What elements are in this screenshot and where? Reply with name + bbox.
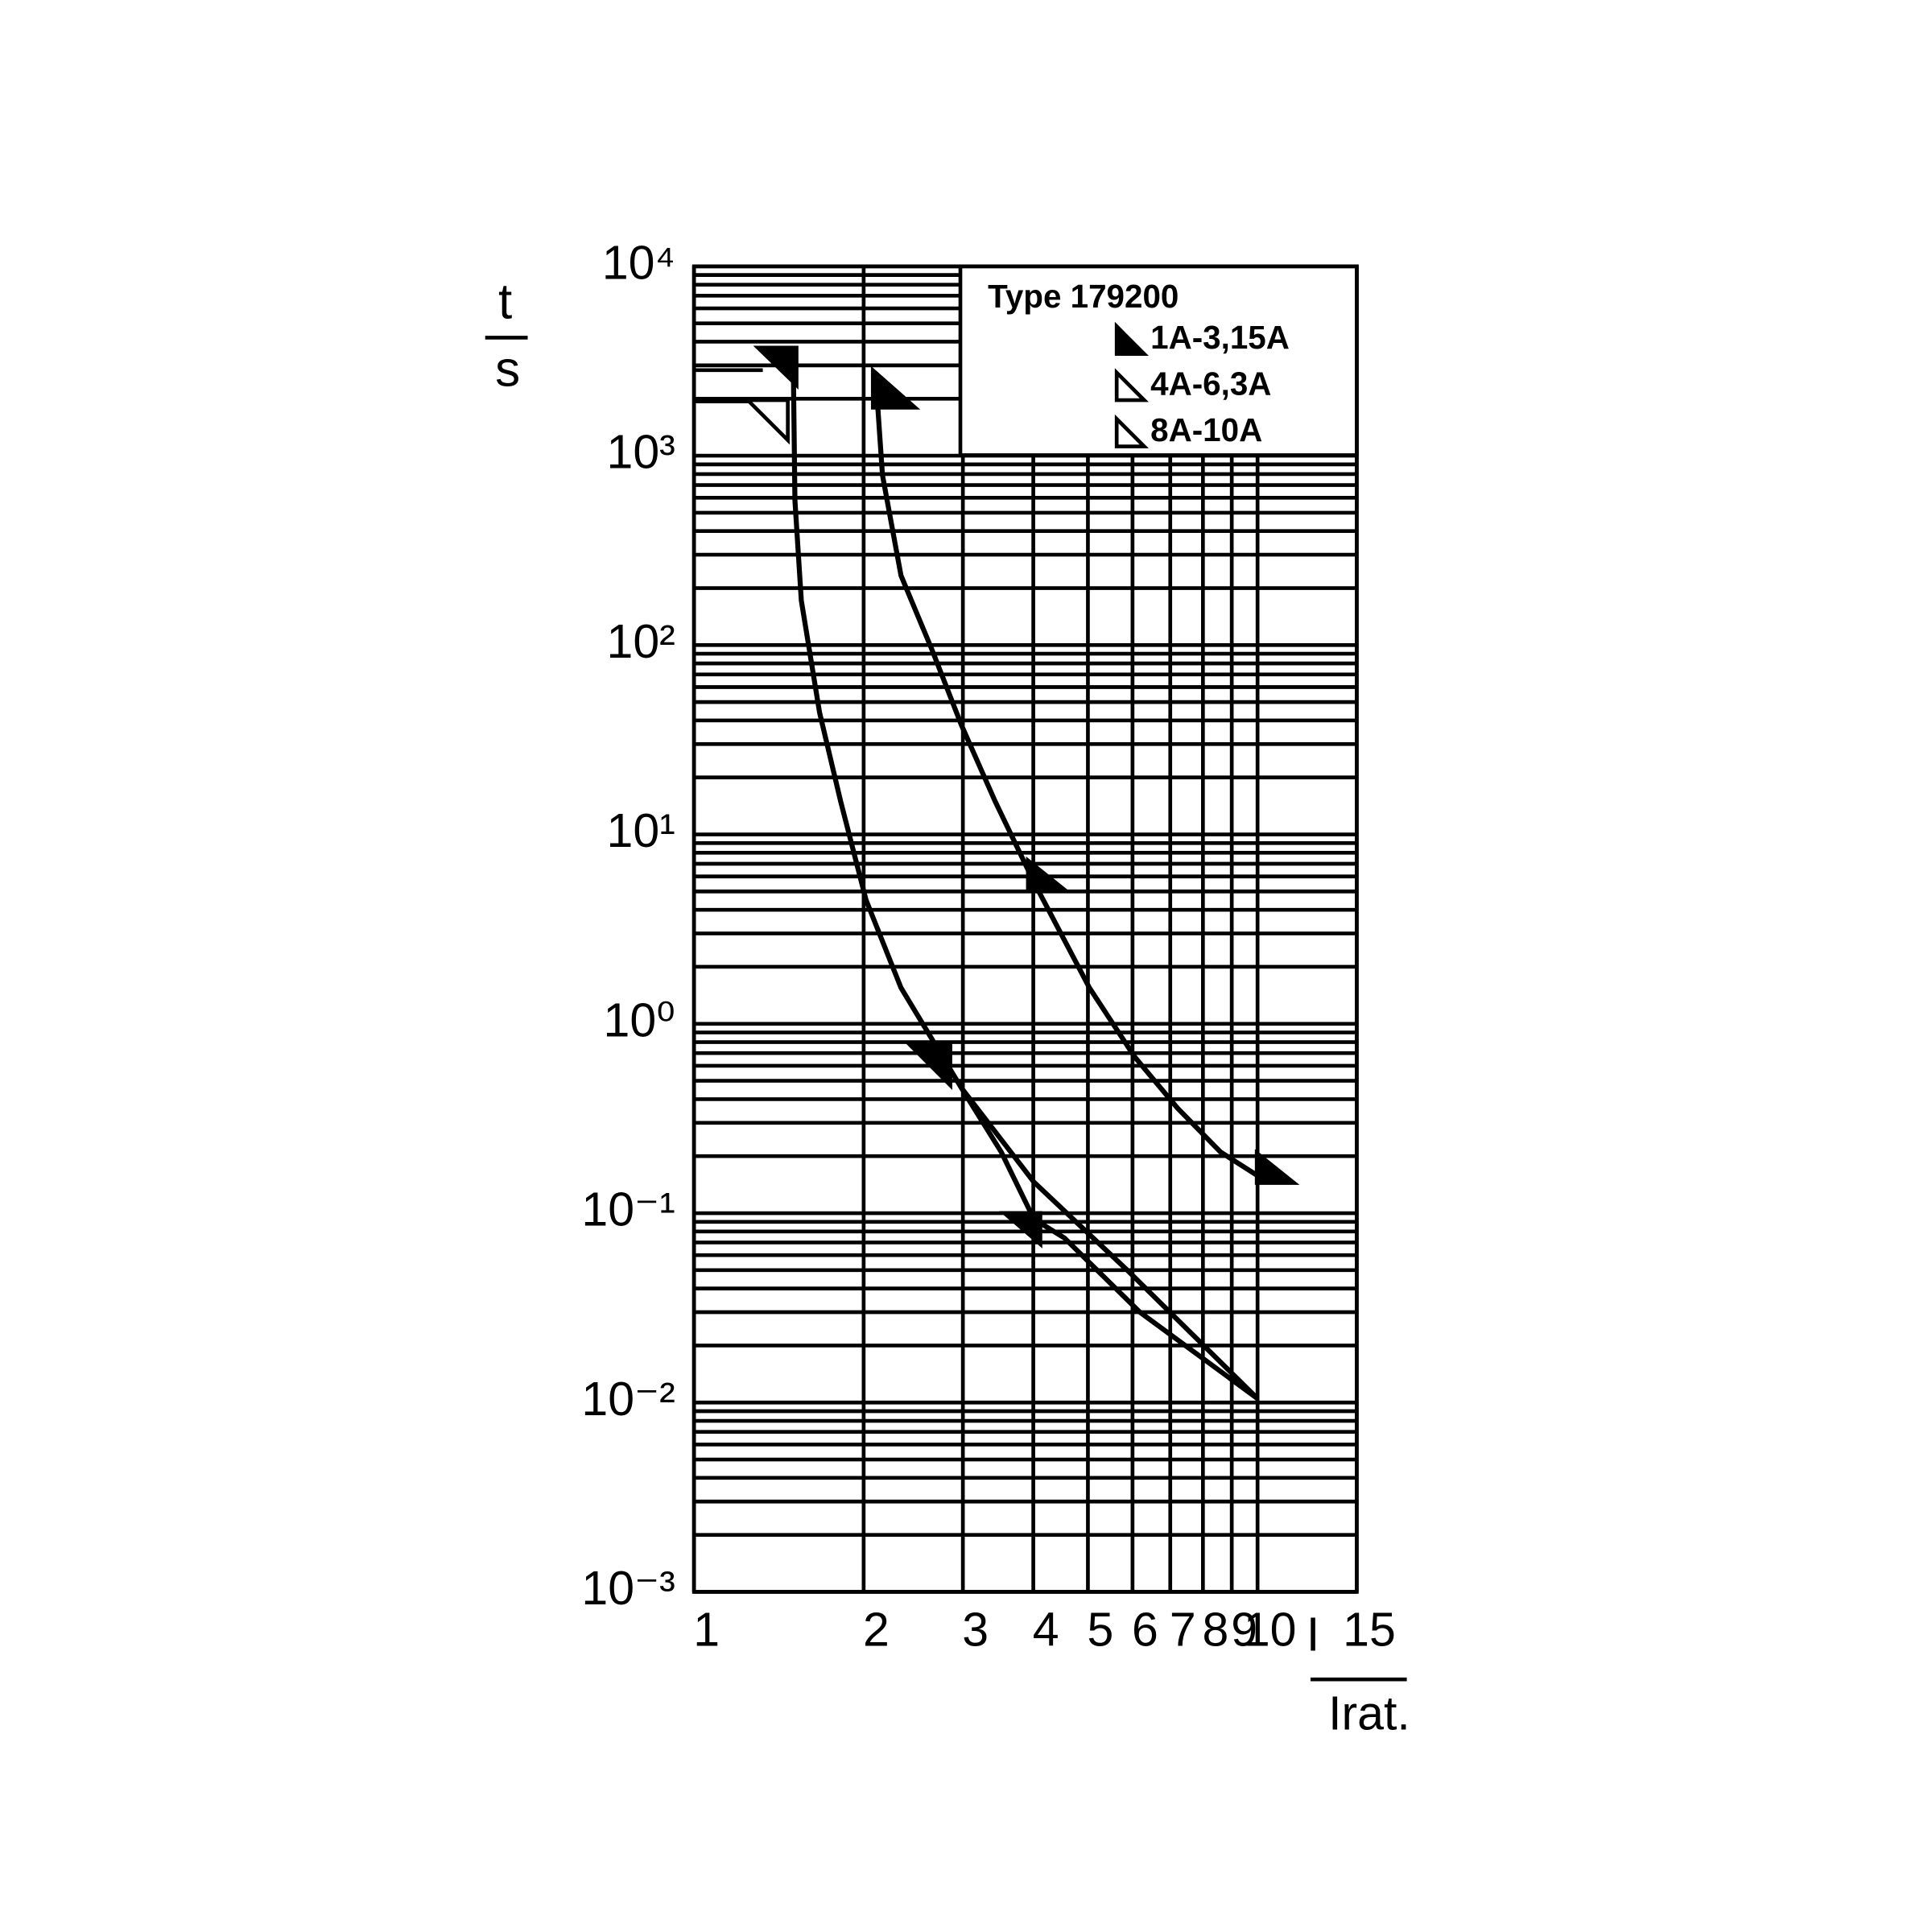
marker [1254, 1149, 1300, 1185]
legend: Type 179200 1A-3,15A 4A-6,3A 8A-10A [958, 264, 1359, 457]
legend-label: 8A-10A [1150, 411, 1262, 448]
range-markers [694, 345, 1300, 1249]
y-label-numerator: t [498, 274, 512, 329]
curve [959, 1086, 1260, 1401]
y-tick-label: 10² [607, 615, 675, 668]
marker [753, 345, 799, 390]
x-tick-label: 5 [1088, 1603, 1114, 1656]
y-tick-label: 10⁰ [604, 993, 675, 1046]
x-tick-label: 7 [1170, 1603, 1196, 1656]
axis-labels: t s I Irat. [485, 274, 1410, 1740]
x-tick-label: 9 [1231, 1603, 1257, 1656]
x-tick-label: 10 [1244, 1603, 1297, 1656]
marker [999, 1211, 1042, 1249]
plot-frame [691, 264, 1359, 1594]
legend-label: 1A-3,15A [1150, 319, 1290, 356]
marker [906, 1043, 952, 1090]
x-tick-label: 2 [863, 1603, 890, 1656]
y-tick-label: 10³ [607, 426, 675, 479]
y-tick-label: 10¹ [607, 804, 675, 857]
legend-label: 4A-6,3A [1150, 365, 1271, 402]
legend-title: Type 179200 [988, 278, 1179, 315]
marker [870, 365, 921, 410]
marker [1026, 856, 1071, 893]
marker [743, 398, 790, 445]
legend-marker [1114, 368, 1149, 402]
y-tick-label: 10⁻¹ [581, 1183, 675, 1236]
x-label-denominator: Irat. [1328, 1686, 1410, 1740]
curves [791, 365, 1260, 1401]
x-tick-label: 8 [1202, 1603, 1228, 1656]
x-tick-label: 4 [1033, 1603, 1059, 1656]
y-tick-label: 10⁻³ [581, 1562, 675, 1615]
x-tick-label: 15 [1343, 1603, 1396, 1656]
y-tick-label: 10⁻² [581, 1373, 675, 1426]
x-tick-label: 3 [962, 1603, 989, 1656]
x-tick-label: 1 [693, 1603, 720, 1656]
curve [873, 374, 1259, 1178]
x-label-numerator: I [1307, 1608, 1319, 1662]
y-label-denominator: s [495, 341, 520, 397]
legend-marker [1114, 414, 1149, 448]
x-tick-label: 6 [1132, 1603, 1158, 1656]
grid [691, 264, 1359, 1594]
legend-marker [1114, 321, 1149, 356]
curve [791, 365, 1259, 1401]
y-tick-label: 10⁴ [602, 236, 675, 289]
